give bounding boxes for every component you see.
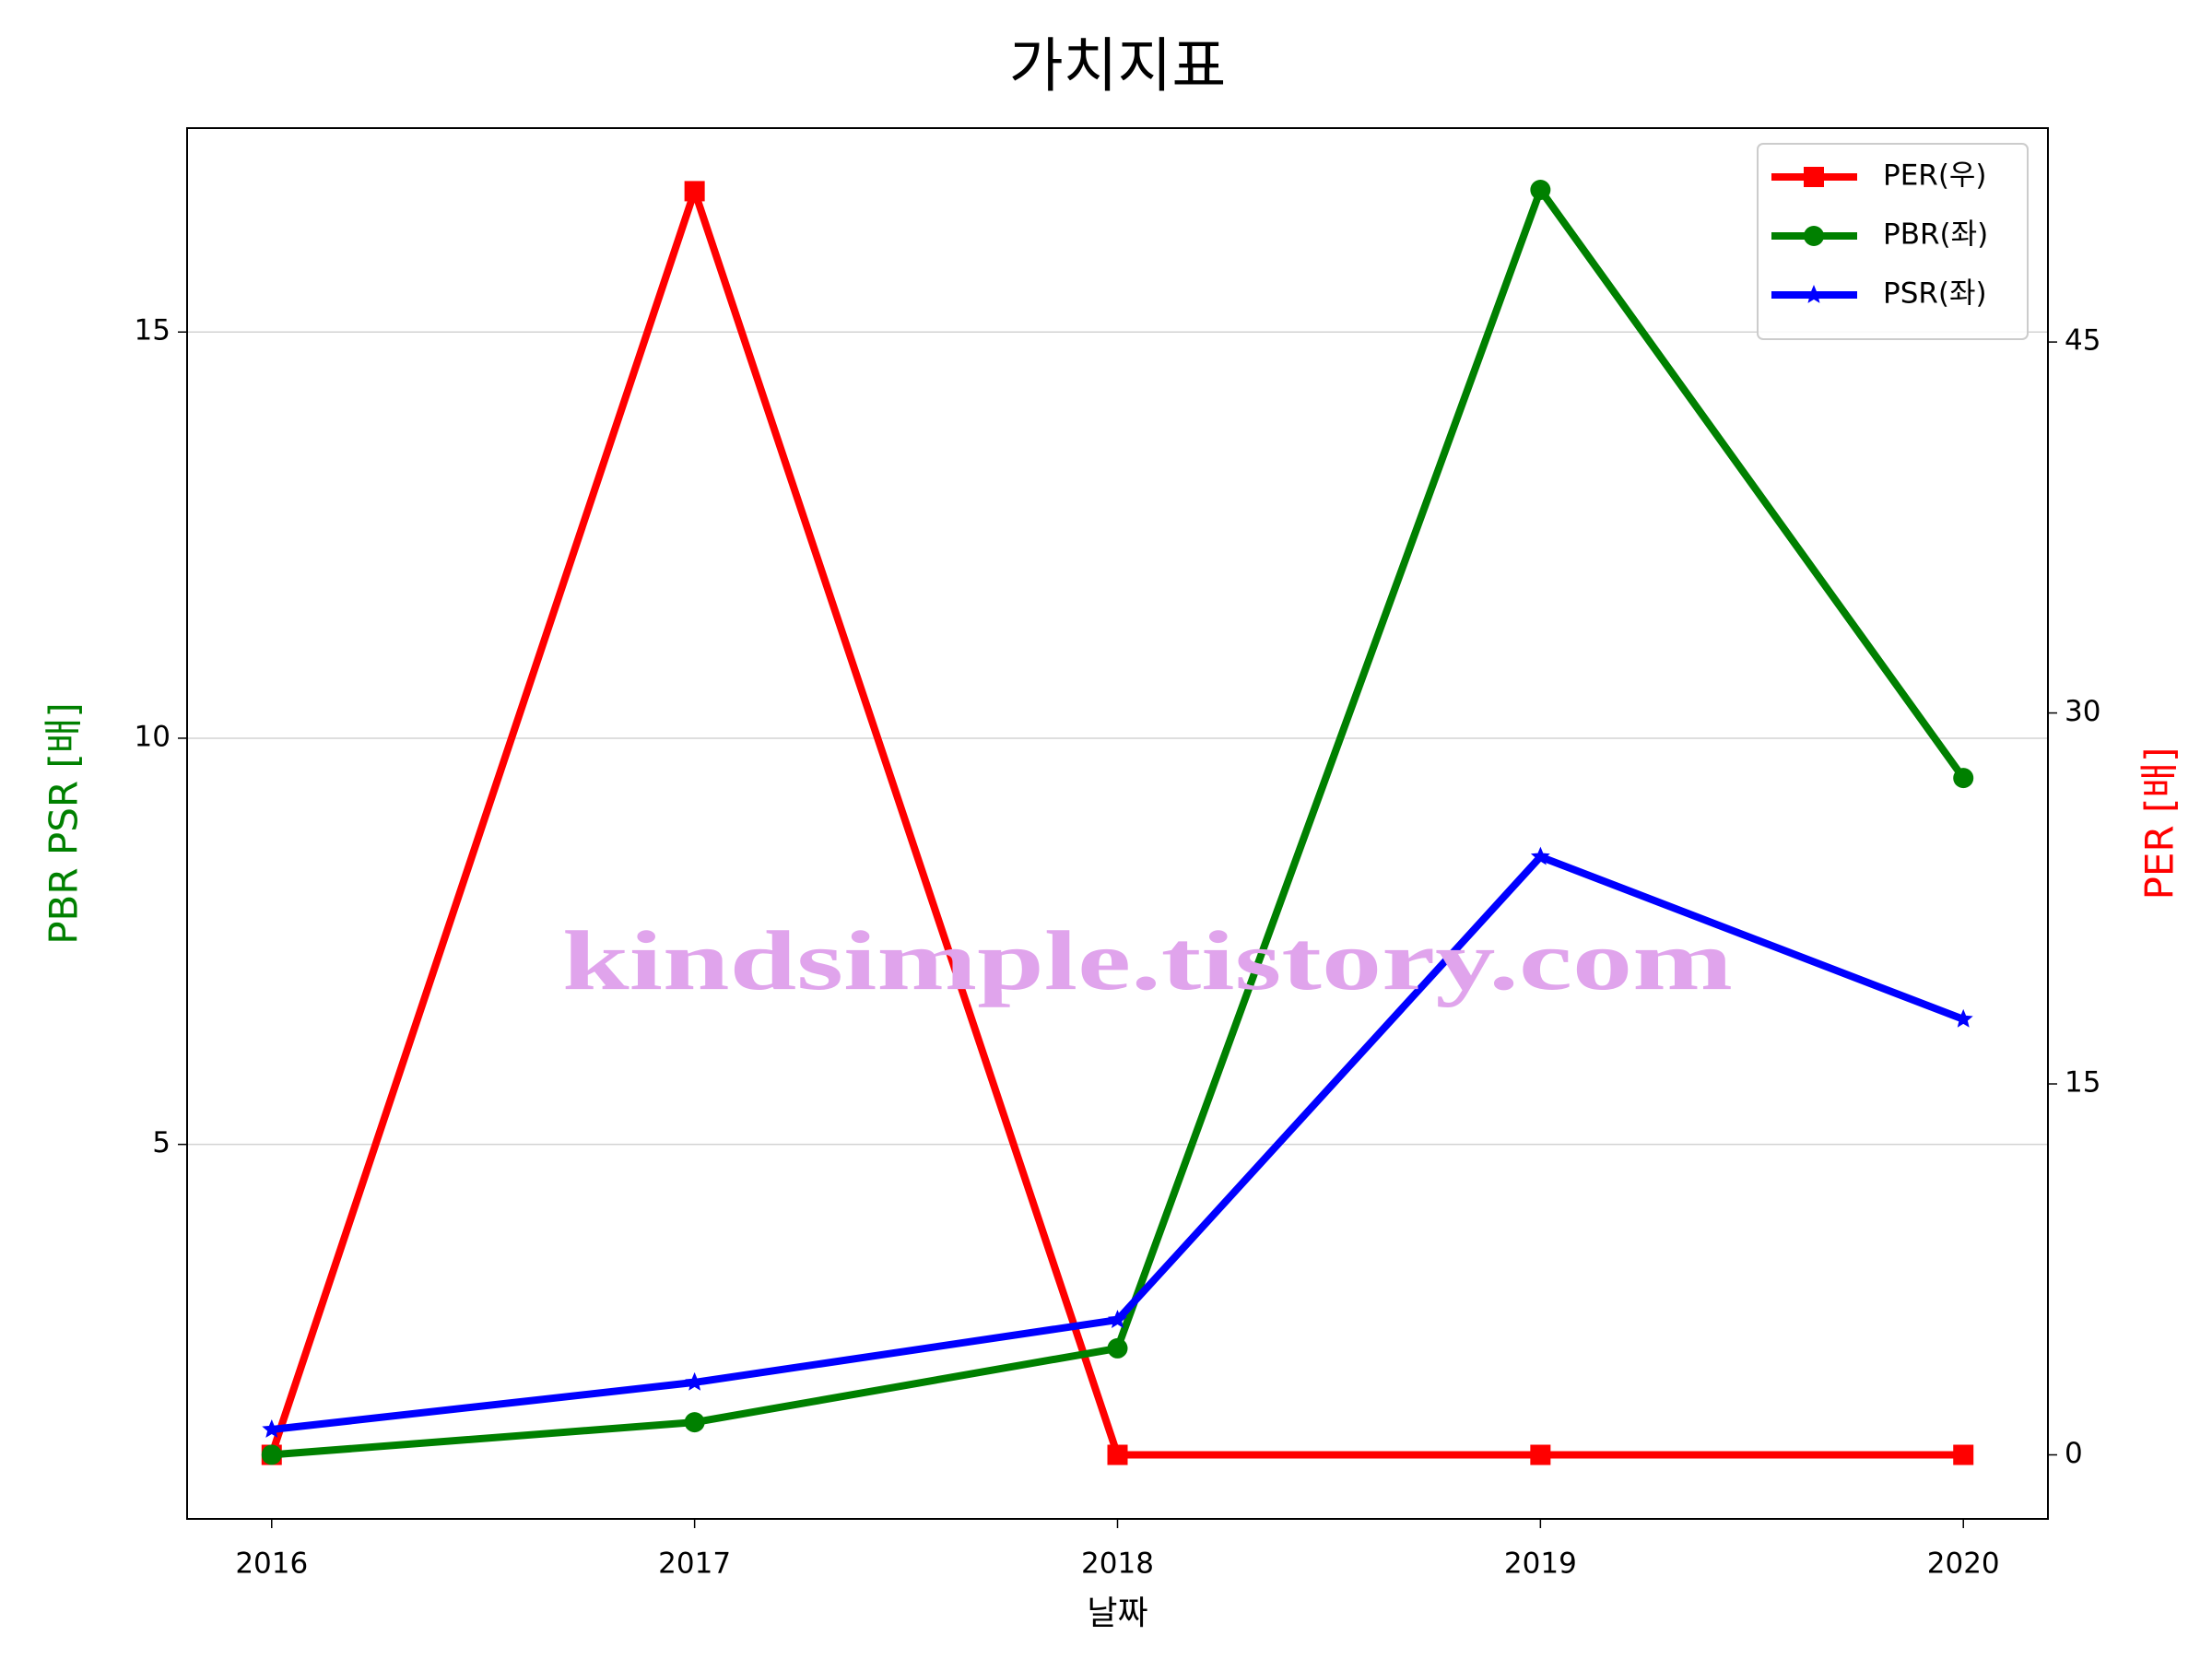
marker xyxy=(1953,1008,1973,1028)
legend: PER(우) PBR(좌) PSR(좌) xyxy=(1757,143,2029,340)
chart-title: 가치지표 xyxy=(1009,33,1227,101)
legend-box xyxy=(1757,143,2029,340)
legend-marker xyxy=(1804,285,1824,303)
series-line xyxy=(268,187,1964,1459)
marker xyxy=(1953,768,1974,789)
x-axis-label: 날짜 xyxy=(1087,1594,1147,1632)
x-tick-label: 2017 xyxy=(658,1547,731,1581)
y2-tick-label: 15 xyxy=(2065,1066,2100,1100)
x-tick-label: 2018 xyxy=(1081,1547,1154,1581)
marker xyxy=(262,1419,282,1438)
marker xyxy=(261,1444,282,1465)
plot-frame xyxy=(186,127,2049,1520)
marker xyxy=(685,1371,705,1391)
marker xyxy=(1107,1337,1128,1359)
marker xyxy=(1530,179,1551,200)
x-tick-label: 2019 xyxy=(1504,1547,1577,1581)
legend-marker xyxy=(1804,226,1824,246)
marker xyxy=(1108,1310,1127,1328)
y-tick-label: 5 xyxy=(152,1126,171,1159)
marker xyxy=(684,1412,705,1433)
y-axis-label: PBR PSR [배] xyxy=(41,702,87,945)
marker xyxy=(1530,1444,1551,1465)
legend-marker xyxy=(1804,167,1824,187)
marker xyxy=(1530,846,1550,865)
y-tick-label: 10 xyxy=(135,720,171,753)
y2-tick-label: 45 xyxy=(2065,324,2100,358)
y2-tick-label: 30 xyxy=(2065,695,2100,728)
y2-tick-label: 0 xyxy=(2065,1437,2083,1470)
watermark: kindsimple.tistory.com xyxy=(562,913,1733,1007)
y-tick-label: 15 xyxy=(135,314,171,347)
series-line xyxy=(271,186,1967,1459)
marker xyxy=(684,181,705,202)
y2-axis-label: PER [배] xyxy=(2137,747,2183,900)
x-tick-label: 2016 xyxy=(235,1547,308,1581)
marker xyxy=(1953,1444,1974,1465)
legend-label: PSR(좌) xyxy=(1883,277,1987,311)
marker xyxy=(1107,1444,1128,1465)
x-tick-label: 2020 xyxy=(1927,1547,2000,1581)
legend-label: PER(우) xyxy=(1883,159,1987,193)
legend-label: PBR(좌) xyxy=(1883,218,1988,252)
